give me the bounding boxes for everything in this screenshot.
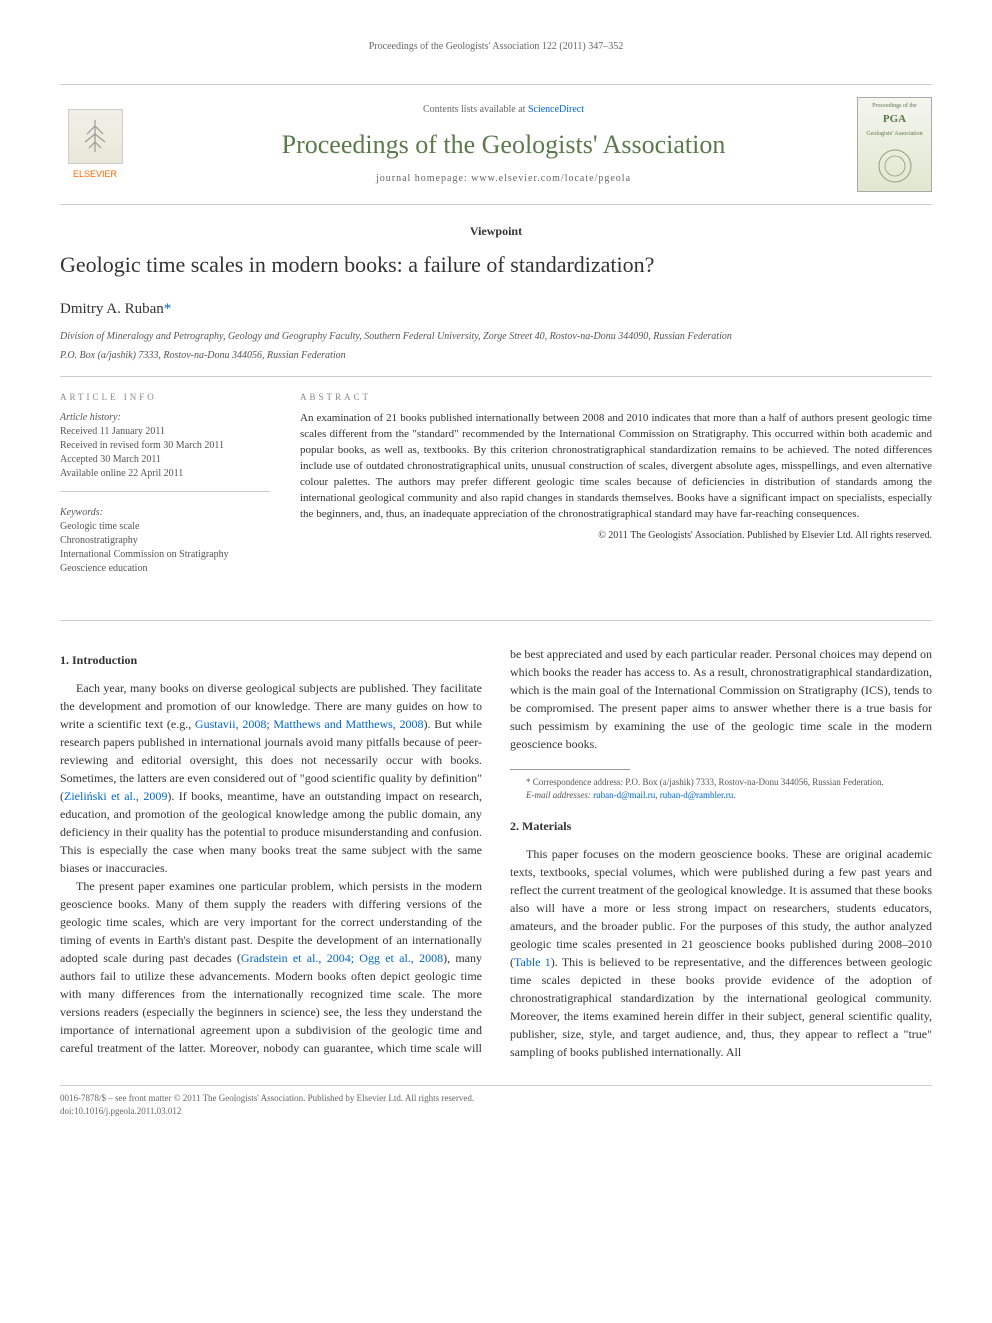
elsevier-name: ELSEVIER [73, 168, 117, 181]
online-date: Available online 22 April 2011 [60, 467, 270, 481]
history-label: Article history: [60, 411, 270, 425]
ref-link-gustavii[interactable]: Gustavii, 2008; Matthews and Matthews, 2… [195, 717, 424, 731]
cover-pga: PGA [883, 112, 906, 127]
issn-line: 0016-7878/$ – see front matter © 2011 Th… [60, 1092, 932, 1105]
affiliation-1: Division of Mineralogy and Petrography, … [60, 330, 932, 343]
running-header: Proceedings of the Geologists' Associati… [60, 40, 932, 54]
journal-header: ELSEVIER Contents lists available at Sci… [60, 84, 932, 205]
article-type-label: Viewpoint [60, 223, 932, 240]
article-body: 1. Introduction Each year, many books on… [60, 645, 932, 1061]
cover-text-sub: Geologists' Association [866, 130, 922, 138]
journal-homepage: journal homepage: www.elsevier.com/locat… [150, 172, 857, 186]
email-link-1[interactable]: ruban-d@mail.ru [593, 790, 655, 800]
keyword-3: International Commission on Stratigraphy [60, 548, 270, 562]
received-date: Received 11 January 2011 [60, 425, 270, 439]
section-intro-heading: 1. Introduction [60, 651, 482, 669]
footnote-separator [510, 769, 630, 770]
ref-link-gradstein[interactable]: Gradstein et al., 2004; Ogg et al., 2008 [241, 951, 443, 965]
article-info-heading: ARTICLE INFO [60, 391, 270, 404]
corr-footnote: * Correspondence address: P.O. Box (a/ja… [510, 776, 932, 789]
divider-2 [60, 620, 932, 621]
keyword-1: Geologic time scale [60, 520, 270, 534]
section-materials-heading: 2. Materials [510, 817, 932, 835]
divider [60, 376, 932, 377]
cover-text-top: Proceedings of the [872, 102, 917, 110]
sciencedirect-link[interactable]: ScienceDirect [528, 104, 584, 115]
abstract-text: An examination of 21 books published int… [300, 411, 932, 523]
accepted-date: Accepted 30 March 2011 [60, 453, 270, 467]
abstract-heading: ABSTRACT [300, 391, 932, 404]
email-footnote: E-mail addresses: ruban-d@mail.ru, ruban… [510, 789, 932, 802]
elsevier-tree-icon [68, 109, 123, 164]
contents-available: Contents lists available at ScienceDirec… [150, 103, 857, 117]
ref-link-table1[interactable]: Table 1 [514, 955, 551, 969]
keyword-2: Chronostratigraphy [60, 534, 270, 548]
abstract-column: ABSTRACT An examination of 21 books publ… [300, 391, 932, 601]
abstract-copyright: © 2011 The Geologists' Association. Publ… [300, 529, 932, 543]
bottom-matter: 0016-7878/$ – see front matter © 2011 Th… [60, 1085, 932, 1117]
ref-link-zielinski[interactable]: Zieliński et al., 2009 [64, 789, 167, 803]
author-name: Dmitry A. Ruban [60, 301, 164, 317]
article-title: Geologic time scales in modern books: a … [60, 250, 932, 281]
doi-line: doi:10.1016/j.pgeola.2011.03.012 [60, 1105, 932, 1118]
article-info-sidebar: ARTICLE INFO Article history: Received 1… [60, 391, 270, 601]
keywords-label: Keywords: [60, 506, 270, 520]
revised-date: Received in revised form 30 March 2011 [60, 439, 270, 453]
elsevier-logo: ELSEVIER [60, 105, 130, 185]
journal-title: Proceedings of the Geologists' Associati… [150, 127, 857, 163]
email-link-2[interactable]: ruban-d@rambler.ru [660, 790, 734, 800]
keyword-4: Geoscience education [60, 562, 270, 576]
materials-paragraph-1: This paper focuses on the modern geoscie… [510, 845, 932, 1061]
intro-paragraph-1: Each year, many books on diverse geologi… [60, 679, 482, 877]
journal-cover-thumbnail: Proceedings of the PGA Geologists' Assoc… [857, 97, 932, 192]
author-corr-marker[interactable]: * [164, 301, 172, 317]
contents-prefix: Contents lists available at [423, 104, 528, 115]
affiliation-2: P.O. Box (a/jashik) 7333, Rostov-na-Donu… [60, 349, 932, 362]
author-line: Dmitry A. Ruban* [60, 299, 932, 320]
